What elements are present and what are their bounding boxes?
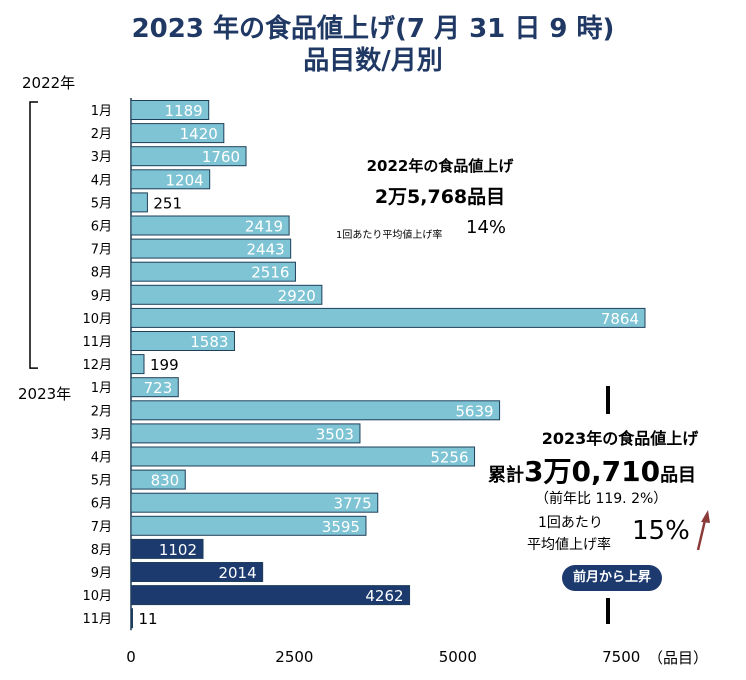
data-label: 2014 — [218, 564, 256, 582]
category-label: 6月 — [91, 497, 112, 512]
bar — [130, 423, 361, 444]
bar — [130, 238, 292, 259]
bar — [130, 446, 476, 467]
bar — [130, 169, 211, 190]
data-label: 1583 — [190, 333, 228, 351]
total-value: 3万0,710 — [524, 455, 661, 488]
chart-title: 2023 年の食品値上げ(7 月 31 日 9 時) — [131, 14, 615, 44]
category-label: 8月 — [91, 543, 112, 558]
category-label: 3月 — [91, 150, 112, 165]
x-tick-label: 5000 — [439, 648, 477, 666]
data-label: 199 — [150, 356, 179, 374]
bar — [130, 146, 247, 167]
bar — [130, 354, 145, 375]
x-tick-label: 0 — [126, 648, 136, 666]
category-label: 4月 — [91, 451, 112, 466]
data-label: 830 — [151, 472, 180, 490]
rise-from-last-month-badge: 前月から上昇 — [562, 565, 662, 591]
summary-2023-yoy: （前年比 119. 2%） — [535, 491, 668, 507]
data-label: 2920 — [278, 287, 316, 305]
bar — [130, 331, 235, 351]
category-label: 10月 — [82, 589, 112, 604]
bar — [130, 400, 501, 421]
bar — [130, 261, 296, 282]
category-label: 2月 — [91, 127, 112, 142]
data-label: 2419 — [245, 218, 283, 236]
total-prefix: 累計 — [488, 465, 524, 486]
year-label-2023: 2023年 — [18, 385, 72, 403]
bar — [130, 585, 411, 606]
data-label: 1204 — [166, 171, 204, 189]
category-label: 1月 — [91, 104, 112, 119]
bar — [130, 562, 264, 582]
data-label: 1189 — [165, 102, 203, 120]
data-label: 1102 — [159, 541, 197, 559]
category-label: 9月 — [91, 566, 112, 581]
category-label: 5月 — [91, 474, 112, 489]
category-label: 10月 — [82, 312, 112, 327]
x-tick-label: 7500 — [602, 648, 640, 666]
bar — [130, 215, 290, 236]
chart-subtitle: 品目数/月別 — [303, 46, 443, 76]
bar — [130, 492, 379, 513]
category-label: 9月 — [91, 289, 112, 304]
data-label: 7864 — [601, 310, 639, 328]
total-suffix: 品目 — [660, 465, 697, 486]
category-label: 11月 — [82, 612, 112, 627]
category-label: 3月 — [91, 427, 112, 442]
summary-2023-rate-label-2: 平均値上げ率 — [527, 537, 611, 553]
summary-2023-total: 累計3万0,710品目 — [488, 450, 696, 490]
data-label: 3503 — [316, 425, 354, 443]
bar — [130, 192, 148, 213]
year-label-2022: 2022年 — [22, 74, 76, 92]
summary-2022-rate-label: 1回あたり平均値上げ率 — [336, 230, 443, 241]
bar — [130, 123, 225, 144]
category-label: 1月 — [91, 381, 112, 396]
bar — [130, 538, 204, 559]
bar — [130, 100, 210, 120]
bar — [130, 469, 186, 490]
category-label: 5月 — [91, 196, 112, 211]
data-label: 2516 — [251, 264, 289, 282]
summary-2023-rate: 15% — [632, 516, 690, 546]
category-label: 7月 — [91, 520, 112, 535]
data-label: 251 — [153, 194, 182, 212]
data-label: 2443 — [246, 241, 284, 259]
data-label: 4262 — [365, 587, 403, 605]
data-label: 3595 — [322, 518, 360, 536]
category-label: 7月 — [91, 243, 112, 258]
category-label: 11月 — [82, 335, 112, 350]
summary-2022-heading: 2022年の食品値上げ — [366, 157, 514, 175]
category-label: 4月 — [91, 173, 112, 188]
bracket-2022 — [29, 101, 38, 369]
data-label: 11 — [139, 610, 158, 628]
data-label: 1420 — [180, 125, 218, 143]
data-label: 3775 — [334, 495, 372, 513]
x-tick-label: 2500 — [275, 648, 313, 666]
data-label: 5256 — [430, 449, 468, 467]
data-label: 5639 — [455, 402, 493, 420]
x-unit-label: （品目） — [648, 649, 709, 667]
category-label: 6月 — [91, 220, 112, 235]
category-label: 2月 — [91, 404, 112, 419]
bar — [130, 608, 133, 629]
bar — [130, 284, 323, 305]
data-label: 723 — [144, 379, 173, 397]
summary-2023-rate-label-1: 1回あたり — [538, 515, 603, 531]
bar — [130, 515, 367, 536]
bar — [130, 307, 646, 328]
summary-2023-heading: 2023年の食品値上げ — [541, 429, 699, 448]
category-label: 12月 — [82, 358, 112, 373]
summary-2022-total: 2万5,768品目 — [374, 186, 506, 208]
bar — [130, 377, 179, 398]
data-label: 1760 — [202, 148, 240, 166]
summary-2022-rate: 14% — [466, 217, 507, 238]
category-label: 8月 — [91, 266, 112, 281]
